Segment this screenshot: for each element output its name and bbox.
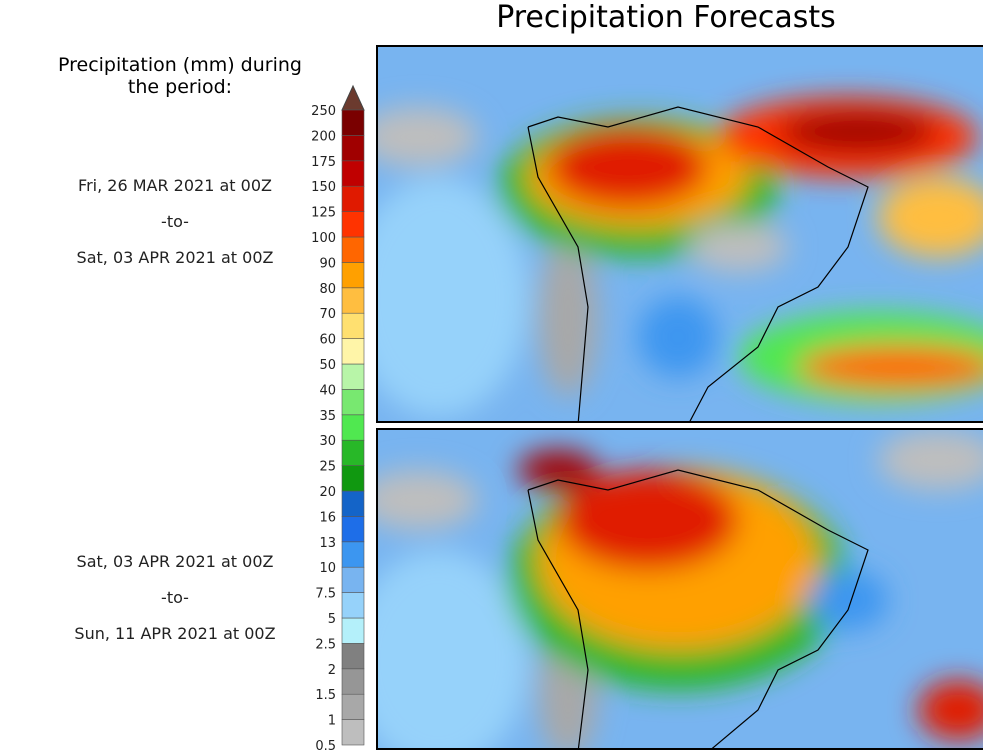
colorbar-tick-label: 2.5 [315,637,336,652]
colorbar-tick-label: 150 [311,180,336,195]
period-2-sep: -to- [161,588,189,607]
colorbar-swatch [341,566,365,593]
period-1-sep: -to- [161,212,189,231]
colorbar-swatch [341,414,365,441]
colorbar-swatch [341,516,365,543]
colorbar-tick-label: 7.5 [315,587,336,602]
colorbar-swatch [341,617,365,644]
colorbar-tick-label: 80 [319,282,336,297]
period-1-from: Fri, 26 MAR 2021 at 00Z [78,176,272,195]
map-panel-2 [376,428,983,750]
colorbar-swatch [341,109,365,136]
colorbar-tick-label: 13 [319,536,336,551]
period-2-from: Sat, 03 APR 2021 at 00Z [76,552,274,571]
colorbar-tick-label: 175 [311,155,336,170]
colorbar-swatch [341,338,365,365]
colorbar-swatch [341,693,365,720]
colorbar-swatch [341,135,365,162]
period-2-label: Sat, 03 APR 2021 at 00Z -to- Sun, 11 APR… [40,544,310,652]
colorbar-swatch [341,490,365,517]
chart-title: Precipitation Forecasts [496,0,836,35]
period-1-label: Fri, 26 MAR 2021 at 00Z -to- Sat, 03 APR… [40,168,310,276]
colorbar-tick-label: 0.5 [315,739,336,750]
colorbar-tick-label: 10 [319,561,336,576]
colorbar-swatch [341,363,365,390]
colorbar-swatch [341,236,365,263]
colorbar-label: Precipitation (mm) during the period: [58,54,302,98]
colorbar-swatch [341,643,365,670]
period-1-to: Sat, 03 APR 2021 at 00Z [76,248,274,267]
colorbar-swatch [341,719,365,746]
colorbar-swatch [341,541,365,568]
precip-map-1 [378,47,983,421]
colorbar-tick-label: 20 [319,485,336,500]
colorbar-tick-label: 50 [319,358,336,373]
colorbar-tick-label: 35 [319,409,336,424]
precip-map-2 [378,430,983,748]
colorbar-tick-label: 125 [311,206,336,221]
colorbar-tick-label: 200 [311,129,336,144]
colorbar-swatch [341,668,365,695]
colorbar-swatch [341,211,365,238]
colorbar-tick-label: 25 [319,460,336,475]
colorbar-tick-label: 70 [319,307,336,322]
colorbar-tick-label: 16 [319,510,336,525]
colorbar-tick-label: 60 [319,333,336,348]
colorbar-swatch [341,389,365,416]
period-2-to: Sun, 11 APR 2021 at 00Z [74,624,276,643]
colorbar-swatch [341,262,365,289]
colorbar-swatch [341,312,365,339]
colorbar-swatch [341,185,365,212]
colorbar-tick-label: 30 [319,434,336,449]
colorbar-tick-label: 1.5 [315,688,336,703]
colorbar-tick-label: 40 [319,383,336,398]
colorbar-swatch [341,465,365,492]
colorbar-swatch [341,287,365,314]
map-panel-1 [376,45,983,423]
colorbar-tick-label: 90 [319,256,336,271]
colorbar-tick-label: 1 [328,714,336,729]
colorbar-tick-label: 100 [311,231,336,246]
colorbar-swatch [341,160,365,187]
colorbar-tick-label: 2 [328,663,336,678]
colorbar-extend-arrow [341,84,365,111]
colorbar-tick-label: 5 [328,612,336,627]
colorbar-swatch [341,592,365,619]
colorbar-tick-label: 250 [311,104,336,119]
colorbar: 0.5 1 1.5 2 2.5 5 7.5 10 13 16 20 25 30 35 40 50 60 70 80 9… [311,84,365,750]
colorbar-swatch [341,439,365,466]
